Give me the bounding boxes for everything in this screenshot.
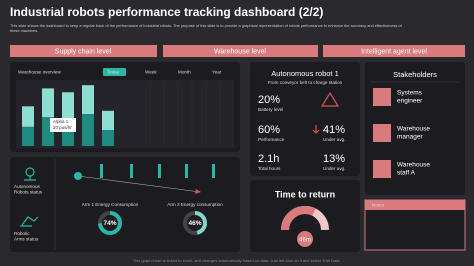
status-bar [158, 164, 161, 178]
robot-icon [24, 176, 36, 181]
stakeholder-name: engineer [397, 98, 423, 105]
notes-title: Notes [372, 203, 385, 208]
kpi-value: 2.1h [258, 153, 279, 165]
section-title: Warehouse level [214, 48, 266, 55]
bar-segment [22, 106, 34, 127]
section-title: Intelligent agent level [361, 48, 427, 55]
bar-segment [102, 130, 114, 146]
section-title: Supply chain level [55, 48, 112, 55]
bar-segment [82, 114, 94, 146]
stakeholders-title: Stakeholders [393, 70, 437, 79]
ttr-label: 46m [299, 238, 311, 244]
panel [10, 157, 240, 252]
avatar [373, 160, 391, 178]
arrow [195, 189, 201, 194]
kpi-label: Battery level [258, 107, 283, 112]
ttr-gauge [280, 206, 329, 247]
bar-segment [22, 126, 34, 146]
title: Industrial robots performance tracking d… [10, 5, 323, 19]
footer: This graph/chart is linked to excel, and… [133, 258, 342, 263]
robot-title: Autonomous robot 1 [271, 69, 339, 78]
tab: Warehouse overview [18, 70, 61, 75]
arm-gauges: Arm 1 Energy Consumption 74% Arm 2 Energy … [82, 202, 223, 235]
donut-label: 74% [103, 220, 116, 227]
status-bar [185, 164, 188, 178]
status-dot [74, 172, 82, 180]
donut-arc [183, 211, 207, 235]
kpi-label: Under avg. [323, 137, 345, 142]
status-bar [212, 164, 215, 178]
tab[interactable]: Year [212, 70, 222, 75]
annotation-box [50, 118, 76, 132]
status-bar [130, 164, 133, 178]
section-headers: Supply chain level Warehouse level Intel… [10, 45, 465, 57]
status-icons [20, 167, 39, 227]
kpi-value: 20% [258, 94, 280, 106]
panel [250, 180, 360, 252]
description: these machines. [10, 28, 38, 33]
section-header [323, 45, 465, 57]
warehouse-chart: Warehouse overview Today Week Month Year Alph… [16, 68, 234, 148]
section-header [10, 45, 157, 57]
robot-subtitle: From conveyor belt to charge station [268, 80, 343, 85]
stakeholder-name: Systems [397, 90, 423, 97]
kpi-value: 41% [323, 124, 345, 136]
panel [250, 62, 360, 176]
timeline-line [77, 175, 201, 193]
kpi-label: Total hours [258, 166, 281, 171]
stakeholder-name: staff A [397, 170, 416, 177]
donut-arc [98, 211, 122, 235]
ttr-title: Time to return [275, 189, 335, 199]
status-label: Autonomous [14, 184, 40, 189]
kpi-value: 60% [258, 124, 280, 136]
description: This slide shows the dashboard to keep a… [10, 23, 403, 28]
bar-segment [62, 92, 74, 121]
annotation: Alpha 1 [53, 119, 69, 124]
avatar [373, 124, 391, 142]
stakeholder-list: SystemsengineerWarehousemanagerWarehouse… [373, 88, 430, 178]
tab[interactable]: Week [145, 70, 157, 75]
bar-segment [82, 85, 94, 114]
down-arrow [312, 125, 320, 134]
stakeholder-name: Warehouse [397, 126, 430, 133]
active-tab [103, 68, 126, 76]
tab[interactable]: Today [107, 70, 120, 75]
donut-label: 46% [188, 220, 201, 227]
annotation: 20 pos/hr [53, 125, 72, 130]
bar-segment [102, 110, 114, 130]
stakeholder-name: manager [397, 134, 423, 141]
status-label: Robots status [14, 190, 43, 195]
kpi-label: Under avg. [323, 166, 345, 171]
section-header [163, 45, 318, 57]
arm-title: Arm 1 Energy Consumption [82, 202, 139, 207]
notes-header [365, 200, 465, 210]
arm-icon [20, 216, 39, 227]
status-bar [100, 164, 103, 178]
robot-timeline [74, 164, 215, 194]
arm-title: Arm 2 Energy consumption [167, 202, 223, 207]
status-label: Robotic [14, 231, 30, 236]
kpi-value: 13% [323, 153, 345, 165]
avatar [373, 88, 391, 106]
gauge-fill [281, 206, 316, 231]
tab[interactable]: Month [178, 70, 191, 75]
warning-icon [320, 91, 340, 107]
bar-segment [42, 88, 54, 118]
stakeholder-name: Warehouse [397, 162, 430, 169]
kpi-label: Performance [258, 137, 285, 142]
status-label: Arms status [14, 237, 39, 242]
gauge-center [297, 231, 313, 247]
